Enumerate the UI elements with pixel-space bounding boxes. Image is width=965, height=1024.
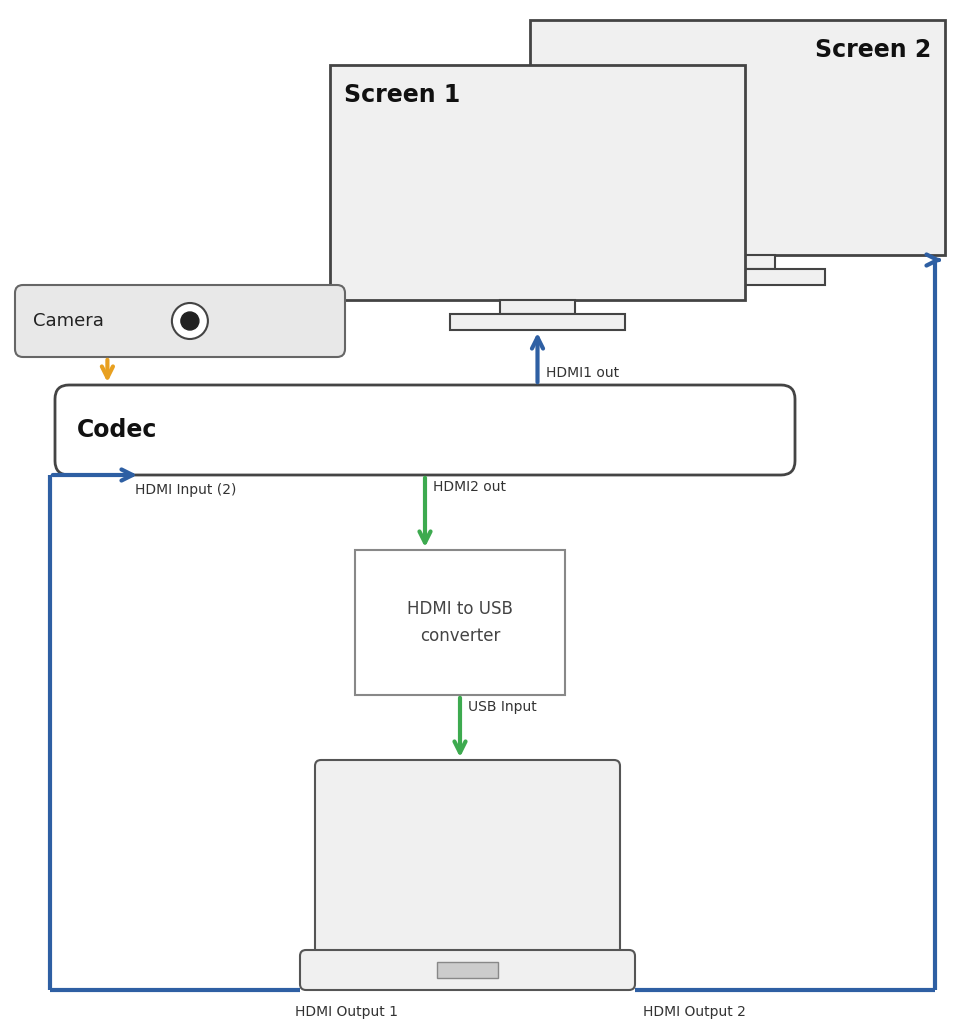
Text: Screen 2: Screen 2 [814,38,931,62]
Bar [451,314,624,330]
Bar [330,65,745,300]
Circle shape [172,303,207,339]
Bar [437,962,498,978]
Text: USB Input: USB Input [468,700,537,714]
Text: Codec: Codec [77,418,157,442]
Text: HDMI Input (2): HDMI Input (2) [135,483,236,497]
Text: HDMI2 out: HDMI2 out [433,480,506,494]
Bar [530,20,945,255]
Text: Camera: Camera [33,312,104,330]
Text: HDMI to USB
converter: HDMI to USB converter [407,600,513,645]
Circle shape [180,312,199,330]
Text: HDMI Output 1: HDMI Output 1 [295,1005,398,1019]
FancyBboxPatch shape [315,760,620,955]
Bar [650,269,825,285]
Bar [355,550,565,695]
FancyBboxPatch shape [300,950,635,990]
Text: Screen 1: Screen 1 [344,83,460,106]
Bar [701,255,775,269]
Text: HDMI1 out: HDMI1 out [545,366,619,380]
Text: HDMI Output 2: HDMI Output 2 [643,1005,746,1019]
Bar [500,300,575,314]
FancyBboxPatch shape [55,385,795,475]
FancyBboxPatch shape [15,285,345,357]
